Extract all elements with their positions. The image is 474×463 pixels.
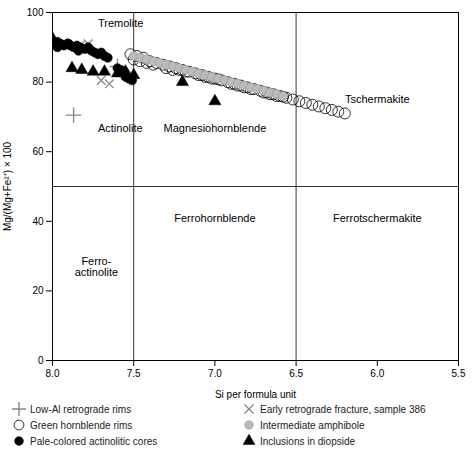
svg-text:Ferrotschermakite: Ferrotschermakite <box>333 212 422 224</box>
svg-text:Ferrohornblende: Ferrohornblende <box>174 212 255 224</box>
svg-text:6.0: 6.0 <box>370 368 384 379</box>
html-text:Inclusions in diopside: Inclusions in diopside <box>260 435 356 447</box>
svg-text:20: 20 <box>32 285 44 296</box>
html-text:Intermediate amphibole: Intermediate amphibole <box>260 419 365 431</box>
html-text:Early retrograde fracture, sam: Early retrograde fracture, sample 386 <box>260 403 426 415</box>
svg-text:0: 0 <box>38 355 44 366</box>
svg-text:60: 60 <box>32 146 44 157</box>
svg-text:Magnesiohornblende: Magnesiohornblende <box>164 122 267 134</box>
html-text:Green hornblende rims: Green hornblende rims <box>30 419 133 431</box>
svg-text:Ferro-actinolite: Ferro-actinolite <box>75 255 118 278</box>
svg-text:7.0: 7.0 <box>208 368 222 379</box>
svg-text:6.5: 6.5 <box>289 368 303 379</box>
html-text:Pale-colored actinolitic cores: Pale-colored actinolitic cores <box>30 435 158 447</box>
svg-text:Si per formula unit: Si per formula unit <box>215 389 296 400</box>
svg-text:8.0: 8.0 <box>46 368 60 379</box>
svg-text:7.5: 7.5 <box>127 368 141 379</box>
html-text:Low-Al retrograde rims: Low-Al retrograde rims <box>30 403 132 415</box>
svg-text:Tschermakite: Tschermakite <box>345 93 410 105</box>
svg-text:80: 80 <box>32 76 44 87</box>
svg-text:5.5: 5.5 <box>452 368 466 379</box>
svg-text:40: 40 <box>32 216 44 227</box>
svg-text:Mg/(Mg+Fe²⁺) × 100: Mg/(Mg+Fe²⁺) × 100 <box>2 141 13 231</box>
svg-text:Actinolite: Actinolite <box>98 122 143 134</box>
svg-text:Tremolite: Tremolite <box>98 17 143 29</box>
svg-text:100: 100 <box>27 7 44 18</box>
